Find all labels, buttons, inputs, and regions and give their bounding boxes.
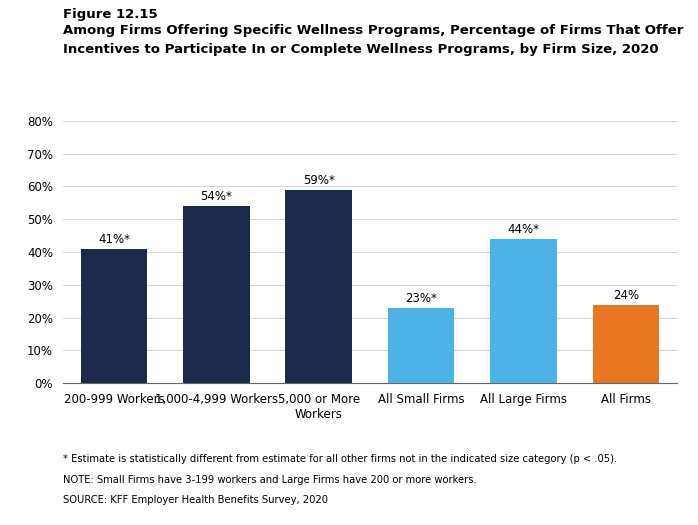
Text: 41%*: 41%* xyxy=(98,233,130,246)
Bar xyxy=(388,308,454,383)
Bar xyxy=(490,239,557,383)
Text: NOTE: Small Firms have 3-199 workers and Large Firms have 200 or more workers.: NOTE: Small Firms have 3-199 workers and… xyxy=(63,475,477,485)
Text: Among Firms Offering Specific Wellness Programs, Percentage of Firms That Offer: Among Firms Offering Specific Wellness P… xyxy=(63,24,683,37)
Bar xyxy=(81,249,147,383)
Text: Figure 12.15: Figure 12.15 xyxy=(63,8,158,21)
Text: * Estimate is statistically different from estimate for all other firms not in t: * Estimate is statistically different fr… xyxy=(63,454,617,464)
Bar xyxy=(183,206,250,383)
Text: SOURCE: KFF Employer Health Benefits Survey, 2020: SOURCE: KFF Employer Health Benefits Sur… xyxy=(63,495,328,505)
Text: Incentives to Participate In or Complete Wellness Programs, by Firm Size, 2020: Incentives to Participate In or Complete… xyxy=(63,43,658,56)
Text: 44%*: 44%* xyxy=(507,223,540,236)
Text: 23%*: 23%* xyxy=(406,292,437,305)
Text: 59%*: 59%* xyxy=(303,174,334,187)
Text: 24%: 24% xyxy=(613,289,639,302)
Text: 54%*: 54%* xyxy=(200,191,232,203)
Bar xyxy=(593,304,659,383)
Bar xyxy=(285,190,352,383)
